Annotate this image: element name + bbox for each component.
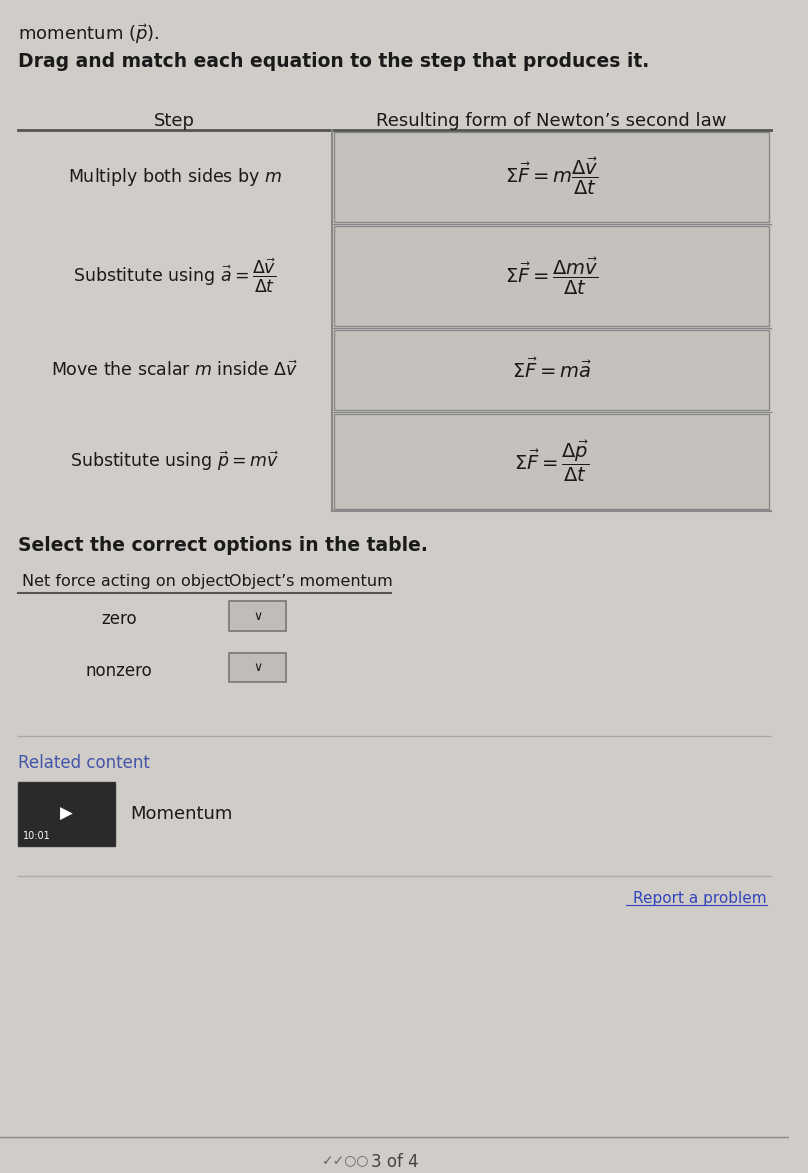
Text: ∨: ∨ <box>253 662 263 674</box>
Text: Resulting form of Newton’s second law: Resulting form of Newton’s second law <box>377 111 727 130</box>
Text: Momentum: Momentum <box>130 805 232 822</box>
Text: $\Sigma\vec{F} = \dfrac{\Delta\vec{p}}{\Delta t}$: $\Sigma\vec{F} = \dfrac{\Delta\vec{p}}{\… <box>514 439 589 484</box>
FancyBboxPatch shape <box>229 602 286 631</box>
FancyBboxPatch shape <box>334 226 769 326</box>
Text: Related content: Related content <box>18 754 149 772</box>
Text: Object’s momentum: Object’s momentum <box>229 574 393 589</box>
Text: 10:01: 10:01 <box>23 830 50 841</box>
FancyBboxPatch shape <box>334 131 769 222</box>
FancyBboxPatch shape <box>334 414 769 509</box>
Text: ▶: ▶ <box>60 805 73 822</box>
Text: Step: Step <box>154 111 196 130</box>
Text: ∨: ∨ <box>253 610 263 623</box>
Text: zero: zero <box>101 610 137 628</box>
Text: Substitute using $\vec{p} = m\vec{v}$: Substitute using $\vec{p} = m\vec{v}$ <box>70 449 280 474</box>
Text: $\Sigma\vec{F} = m\dfrac{\Delta\vec{v}}{\Delta t}$: $\Sigma\vec{F} = m\dfrac{\Delta\vec{v}}{… <box>505 156 599 197</box>
Text: Select the correct options in the table.: Select the correct options in the table. <box>18 536 427 555</box>
Text: Move the scalar $m$ inside $\Delta\vec{v}$: Move the scalar $m$ inside $\Delta\vec{v… <box>51 360 298 380</box>
Text: momentum ($\vec{p}$).: momentum ($\vec{p}$). <box>18 22 159 46</box>
Text: Substitute using $\vec{a} = \dfrac{\Delta\vec{v}}{\Delta t}$: Substitute using $\vec{a} = \dfrac{\Delt… <box>73 257 276 294</box>
Text: Drag and match each equation to the step that produces it.: Drag and match each equation to the step… <box>18 52 649 70</box>
Text: $\Sigma\vec{F} = m\vec{a}$: $\Sigma\vec{F} = m\vec{a}$ <box>511 358 591 382</box>
Text: $\Sigma\vec{F} = \dfrac{\Delta m\vec{v}}{\Delta t}$: $\Sigma\vec{F} = \dfrac{\Delta m\vec{v}}… <box>505 256 599 297</box>
Text: Net force acting on object: Net force acting on object <box>23 574 231 589</box>
Text: nonzero: nonzero <box>86 662 152 679</box>
Text: Multiply both sides by $m$: Multiply both sides by $m$ <box>68 165 282 188</box>
FancyBboxPatch shape <box>18 781 116 846</box>
Text: ✓✓○○: ✓✓○○ <box>322 1153 370 1167</box>
Text: 3 of 4: 3 of 4 <box>371 1153 419 1171</box>
FancyBboxPatch shape <box>229 653 286 683</box>
Text: Report a problem: Report a problem <box>633 890 767 906</box>
FancyBboxPatch shape <box>334 330 769 411</box>
